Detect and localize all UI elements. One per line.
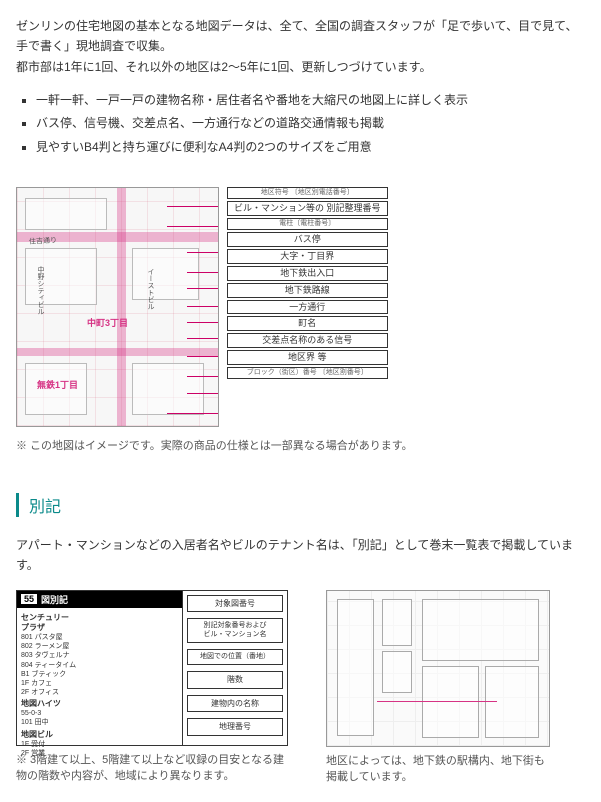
legend-item: 町名 <box>227 316 388 331</box>
legend-item: 一方通行 <box>227 300 388 315</box>
legend-item: 交差点名称のある信号 <box>227 333 388 348</box>
annex-line: 101 田中 <box>21 718 178 727</box>
annex-list-body: センチュリー プラザ 801 パスタ屋 802 ラーメン屋 803 タヴェルナ … <box>17 608 182 762</box>
annex-tag: 対象図番号 <box>187 595 283 613</box>
annex-line: 1F 受付 <box>21 740 178 749</box>
annex-tag: 地理番号 <box>187 718 283 736</box>
map-district-label: 無鉄1丁目 <box>37 378 78 391</box>
annex-list: 55 図別記 センチュリー プラザ 801 パスタ屋 802 ラーメン屋 803… <box>17 591 183 745</box>
legend-item: 地下鉄路線 <box>227 283 388 298</box>
legend-item: 大字・丁目界 <box>227 249 388 264</box>
annex-tags: 対象図番号 別記対象番号および ビル・マンション名 地図での位置（番地） 階数 … <box>183 591 287 745</box>
annex-line: 801 パスタ屋 <box>21 633 178 642</box>
legend-item: ブロック（街区）番号 〔地区割番号〕 <box>227 367 388 379</box>
map-legend: 地区符号 〔地区別電話番号〕 ビル・マンション等の 別記整理番号 電柱〔電柱番号… <box>227 187 388 379</box>
intro-line-1: ゼンリンの住宅地図の基本となる地図データは、全て、全国の調査スタッフが「足で歩い… <box>16 19 577 53</box>
feature-bullets: 一軒一軒、一戸一戸の建物名称・居住者名や番地を大縮尺の地図上に詳しく表示 バス停… <box>16 91 585 157</box>
map-figure: 住吉通り 中野シティビル イーストビル 中町3丁目 無鉄1丁目 地区符号 〔地区… <box>16 187 585 427</box>
annex-intro: アパート・マンションなどの入居者名やビルのテナント名は、「別記」として巻末一覧表… <box>16 535 585 576</box>
annex-line: 803 タヴェルナ <box>21 651 178 660</box>
annex-figure-left: 55 図別記 センチュリー プラザ 801 パスタ屋 802 ラーメン屋 803… <box>16 590 288 746</box>
annex-line: 1F カフェ <box>21 679 178 688</box>
annex-right: 地区によっては、地下鉄の駅構内、地下街も掲載しています。 <box>326 590 548 786</box>
annex-title-strip: 55 図別記 <box>17 591 182 608</box>
map-image: 住吉通り 中野シティビル イーストビル 中町3丁目 無鉄1丁目 <box>16 187 219 427</box>
annex-figure-right <box>326 590 550 747</box>
annex-strip-label: 図別記 <box>41 593 68 606</box>
map-road-label: 住吉通り <box>29 235 57 246</box>
map-bldg-label: イーストビル <box>145 268 155 310</box>
annex-line: 802 ラーメン屋 <box>21 642 178 651</box>
annex-tag: 別記対象番号および ビル・マンション名 <box>187 618 283 643</box>
annex-header: 別記 <box>16 493 585 517</box>
annex-right-caption: 地区によっては、地下鉄の駅構内、地下街も掲載しています。 <box>326 753 548 786</box>
legend-item: 地区界 等 <box>227 350 388 365</box>
map-district-label: 中町3丁目 <box>87 316 128 329</box>
bullet-item: 一軒一軒、一戸一戸の建物名称・居住者名や番地を大縮尺の地図上に詳しく表示 <box>36 91 585 110</box>
annex-line: 2F 営業 <box>21 749 178 758</box>
legend-item: 地区符号 〔地区別電話番号〕 <box>227 187 388 199</box>
annex-bldg-name: 地図ビル <box>21 730 178 740</box>
map-bldg-label: 中野シティビル <box>35 266 45 315</box>
annex-row: 55 図別記 センチュリー プラザ 801 パスタ屋 802 ラーメン屋 803… <box>16 590 585 786</box>
map-note: ※ この地図はイメージです。実際の商品の仕様とは一部異なる場合があります。 <box>16 437 585 453</box>
intro-text: ゼンリンの住宅地図の基本となる地図データは、全て、全国の調査スタッフが「足で歩い… <box>16 16 585 77</box>
intro-line-2: 都市部は1年に1回、それ以外の地区は2～5年に1回、更新しつづけています。 <box>16 60 431 74</box>
annex-bldg-name: センチュリー プラザ <box>21 613 178 634</box>
annex-tag: 階数 <box>187 671 283 689</box>
annex-bldg-name: 地図ハイツ <box>21 699 178 709</box>
annex-line: 804 ティータイム <box>21 661 178 670</box>
annex-line: 2F オフィス <box>21 688 178 697</box>
annex-tag: 建物内の名称 <box>187 695 283 713</box>
annex-left: 55 図別記 センチュリー プラザ 801 パスタ屋 802 ラーメン屋 803… <box>16 590 286 785</box>
bullet-item: 見やすいB4判と持ち運びに便利なA4判の2つのサイズをご用意 <box>36 138 585 157</box>
annex-strip-num: 55 <box>21 594 37 604</box>
legend-item: ビル・マンション等の 別記整理番号 <box>227 201 388 216</box>
annex-line: B1 ブティック <box>21 670 178 679</box>
annex-tag: 地図での位置（番地） <box>187 649 283 665</box>
legend-item: 地下鉄出入口 <box>227 266 388 281</box>
legend-item: 電柱〔電柱番号〕 <box>227 218 388 230</box>
bullet-item: バス停、信号機、交差点名、一方通行などの道路交通情報も掲載 <box>36 114 585 133</box>
annex-line: 55-0-3 <box>21 709 178 718</box>
legend-item: バス停 <box>227 232 388 247</box>
map-block: 住吉通り 中野シティビル イーストビル 中町3丁目 無鉄1丁目 地区符号 〔地区… <box>16 187 585 453</box>
